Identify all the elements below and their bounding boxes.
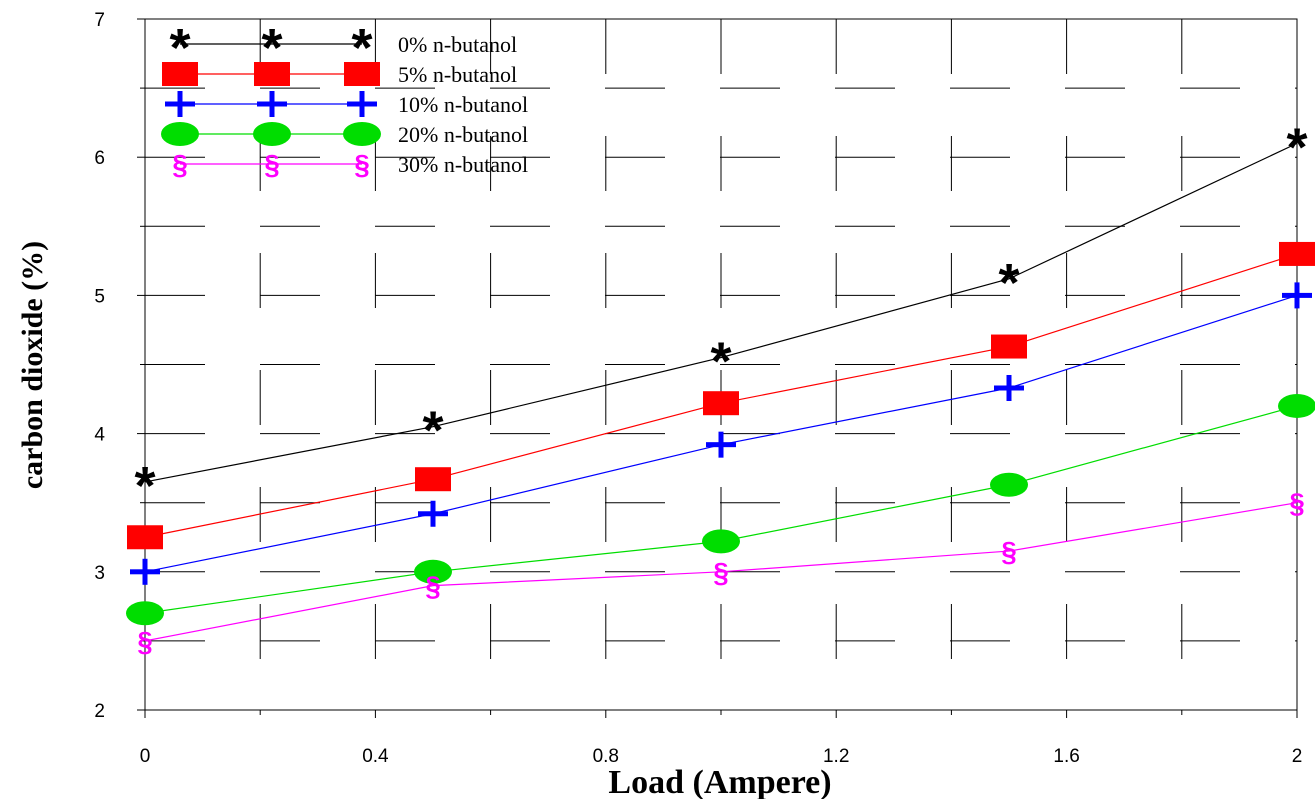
data-point: §	[1001, 536, 1017, 567]
x-tick-label: 1.2	[823, 746, 849, 767]
data-point	[991, 334, 1027, 359]
data-point	[130, 558, 160, 585]
data-point	[414, 559, 452, 584]
data-point	[990, 472, 1028, 497]
data-point: §	[1289, 488, 1305, 519]
data-point	[418, 500, 448, 527]
legend-label: 5% n-butanol	[398, 62, 517, 87]
x-tick-label: 0.8	[593, 746, 619, 767]
legend-label: 30% n-butanol	[398, 152, 528, 177]
data-point	[1282, 282, 1312, 309]
legend-label: 10% n-butanol	[398, 92, 528, 117]
data-point	[703, 391, 739, 416]
legend-marker	[347, 91, 377, 117]
legend-marker	[253, 122, 291, 146]
y-axis-title: carbon dioxide (%)	[16, 241, 49, 489]
legend-marker	[165, 91, 195, 117]
data-point	[127, 525, 163, 550]
data-point	[994, 374, 1024, 401]
data-point	[702, 529, 740, 554]
data-point	[126, 601, 164, 626]
data-point: *	[422, 401, 443, 461]
legend-marker: §	[354, 149, 370, 180]
legend-marker	[257, 91, 287, 117]
y-tick-label: 6	[94, 148, 105, 169]
series-line-0	[144, 142, 1298, 483]
legend-marker	[254, 62, 290, 86]
data-point: *	[998, 253, 1019, 313]
legend-marker	[344, 62, 380, 86]
legend-label: 20% n-butanol	[398, 122, 528, 147]
legend-label: 0% n-butanol	[398, 32, 517, 57]
data-point	[415, 467, 451, 492]
legend-marker	[343, 122, 381, 146]
y-tick-label: 7	[94, 10, 105, 31]
series-layer: * * * * * § § § § §	[126, 117, 1315, 657]
x-axis-title: Load (Ampere)	[608, 764, 831, 799]
y-tick-label: 4	[94, 425, 105, 446]
x-tick-label: 2	[1292, 746, 1303, 767]
data-point: *	[1286, 117, 1307, 177]
x-tick-label: 1.6	[1053, 746, 1079, 767]
legend-marker	[162, 62, 198, 86]
legend-marker: §	[172, 149, 188, 180]
y-tick-label: 2	[94, 701, 105, 722]
data-point	[1278, 393, 1315, 418]
series-line-4	[144, 502, 1298, 642]
axes: 0 0.4 0.8 1.2 1.6 2 2 3 4 5 6 7	[94, 10, 1302, 767]
data-point: §	[425, 571, 441, 602]
data-point: *	[134, 456, 155, 516]
data-point	[706, 431, 736, 458]
data-point	[1279, 241, 1315, 266]
data-point: §	[137, 626, 153, 657]
y-tick-label: 3	[94, 563, 105, 584]
x-tick-label: 0.4	[362, 746, 389, 767]
y-tick-label: 5	[94, 286, 105, 307]
data-point: *	[710, 332, 731, 392]
data-point: §	[713, 557, 729, 588]
x-tick-label: 0	[140, 746, 151, 767]
legend-marker: §	[264, 149, 280, 180]
legend-marker	[161, 122, 199, 146]
